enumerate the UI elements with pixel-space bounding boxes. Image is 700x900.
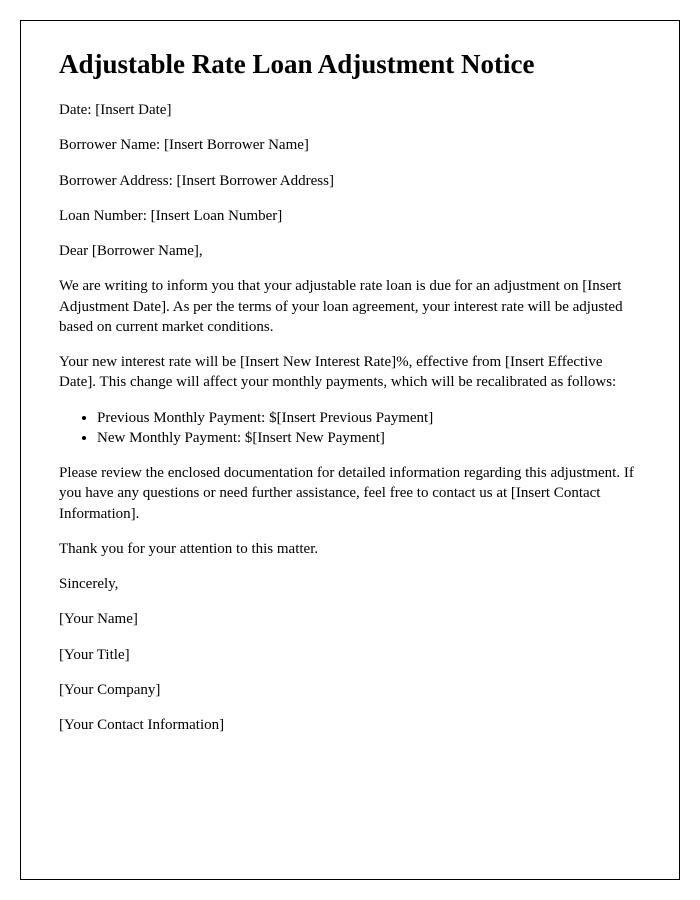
body-paragraph-4: Thank you for your attention to this mat… [59,539,641,559]
payment-list: Previous Monthly Payment: $[Insert Previ… [97,408,641,449]
body-paragraph-1: We are writing to inform you that your a… [59,276,641,337]
date-field: Date: [Insert Date] [59,100,641,120]
document-title: Adjustable Rate Loan Adjustment Notice [59,49,641,80]
body-paragraph-3: Please review the enclosed documentation… [59,463,641,524]
loan-number-field: Loan Number: [Insert Loan Number] [59,206,641,226]
closing-name: [Your Name] [59,609,641,629]
new-payment-item: New Monthly Payment: $[Insert New Paymen… [97,428,641,448]
borrower-address-field: Borrower Address: [Insert Borrower Addre… [59,171,641,191]
body-paragraph-2: Your new interest rate will be [Insert N… [59,352,641,393]
document-frame: Adjustable Rate Loan Adjustment Notice D… [20,20,680,880]
borrower-name-field: Borrower Name: [Insert Borrower Name] [59,135,641,155]
closing-contact: [Your Contact Information] [59,715,641,735]
previous-payment-item: Previous Monthly Payment: $[Insert Previ… [97,408,641,428]
closing-title: [Your Title] [59,645,641,665]
closing-company: [Your Company] [59,680,641,700]
salutation: Dear [Borrower Name], [59,241,641,261]
closing-sincerely: Sincerely, [59,574,641,594]
